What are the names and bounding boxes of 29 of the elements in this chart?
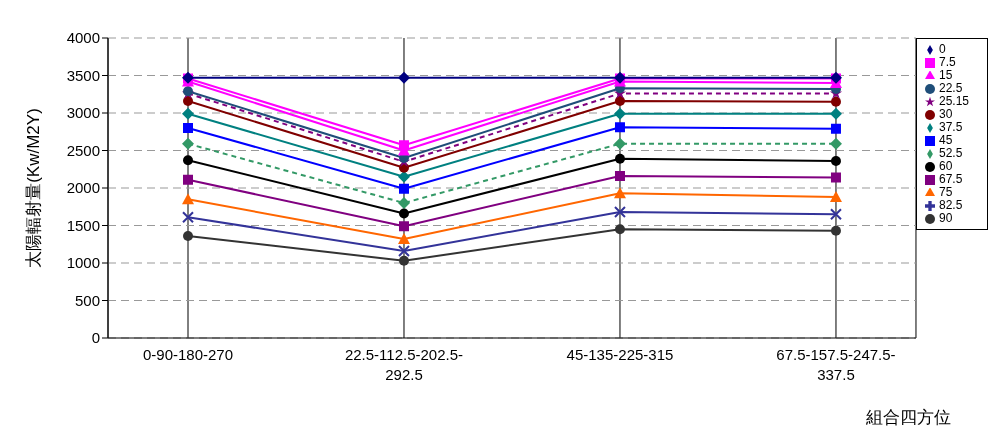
x-tick-label: 67.5-157.5-247.5-337.5 bbox=[776, 346, 896, 383]
y-tick-label: 1000 bbox=[66, 254, 100, 272]
legend-label: 52.5 bbox=[938, 146, 963, 160]
x-tick-label: 22.5-112.5-202.5-292.5 bbox=[344, 346, 464, 383]
y-tick-label: 2000 bbox=[66, 179, 100, 197]
legend-label: 22.5 bbox=[938, 81, 963, 95]
legend-label: 45 bbox=[938, 133, 953, 147]
y-tick-label: 500 bbox=[74, 291, 100, 309]
legend-label: 90 bbox=[938, 211, 953, 225]
legend-label: 7.5 bbox=[938, 55, 956, 69]
legend-label: 67.5 bbox=[938, 172, 963, 186]
y-tick-label: 4000 bbox=[66, 29, 100, 47]
legend-label: 82.5 bbox=[938, 198, 963, 212]
legend-label: 15 bbox=[938, 68, 953, 82]
y-tick-label: 2500 bbox=[66, 141, 100, 159]
y-tick-label: 3500 bbox=[66, 66, 100, 84]
legend-label: 60 bbox=[938, 159, 953, 173]
x-tick-label: 0-90-180-270 bbox=[142, 346, 234, 363]
y-tick-label: 0 bbox=[91, 329, 100, 347]
legend-label: 75 bbox=[938, 185, 953, 199]
x-tick-label: 45-135-225-315 bbox=[566, 346, 674, 363]
y-tick-label: 1500 bbox=[66, 216, 100, 234]
y-tick-label: 3000 bbox=[66, 104, 100, 122]
legend-label: 25.15 bbox=[938, 94, 969, 108]
y-axis-title: 太陽輻射量(Kw/M2Y) bbox=[24, 108, 44, 268]
legend-label: 37.5 bbox=[938, 120, 963, 134]
x-axis-title: 組合四方位 bbox=[864, 408, 951, 427]
legend-label: 30 bbox=[938, 107, 953, 121]
legend-label: 0 bbox=[938, 42, 946, 56]
